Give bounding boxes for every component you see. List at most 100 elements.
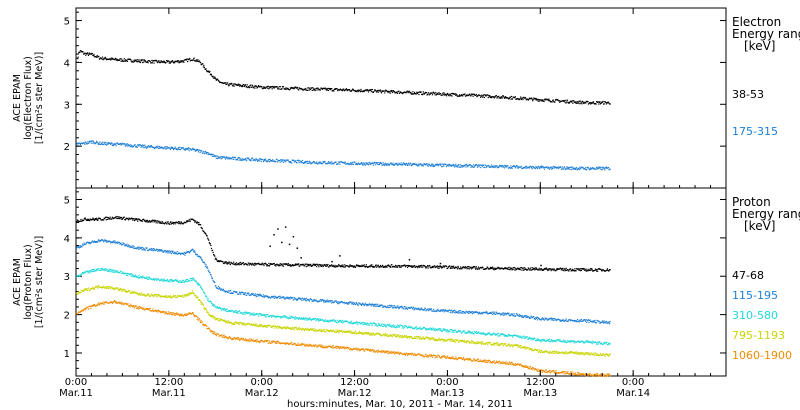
data-point	[136, 145, 138, 147]
data-point	[139, 219, 141, 221]
data-point	[226, 308, 228, 310]
data-point	[304, 297, 306, 300]
data-point	[457, 312, 459, 314]
data-point	[341, 89, 343, 91]
data-point	[290, 87, 292, 90]
data-point	[119, 243, 121, 245]
data-point	[124, 143, 126, 145]
data-point	[486, 166, 488, 168]
data-point	[477, 313, 480, 315]
data-point	[469, 266, 471, 268]
data-point	[339, 163, 341, 165]
data-point	[81, 243, 84, 245]
data-point	[364, 163, 366, 165]
data-point	[169, 221, 171, 224]
data-point	[254, 264, 256, 266]
data-point	[500, 314, 502, 316]
data-point	[227, 84, 229, 86]
data-point	[497, 166, 500, 169]
data-point	[537, 317, 539, 319]
data-point	[283, 296, 285, 298]
series-115-195	[76, 239, 611, 325]
data-point	[171, 280, 173, 283]
data-point	[451, 95, 453, 97]
data-point	[481, 267, 483, 269]
data-point	[171, 60, 174, 62]
data-point	[482, 95, 484, 97]
data-point	[484, 94, 486, 96]
data-point	[162, 60, 164, 62]
data-point	[580, 101, 583, 103]
data-point	[521, 337, 523, 339]
data-point	[225, 157, 227, 159]
data-point	[307, 318, 309, 320]
data-point	[97, 219, 99, 222]
data-point	[138, 246, 140, 248]
data-point	[188, 220, 190, 222]
data-point	[336, 301, 338, 303]
data-point	[92, 217, 94, 219]
data-point	[279, 160, 281, 162]
data-point	[459, 267, 461, 270]
data-point	[255, 263, 257, 266]
data-point	[568, 341, 571, 343]
data-point	[428, 310, 430, 312]
data-point	[318, 161, 320, 163]
data-point	[299, 87, 301, 89]
data-point	[489, 96, 492, 99]
data-point	[490, 164, 493, 166]
data-point	[437, 164, 439, 166]
data-point	[398, 90, 400, 92]
data-point	[125, 274, 128, 276]
data-point	[232, 263, 234, 265]
data-point	[149, 145, 151, 147]
data-point	[528, 317, 531, 320]
data-point	[106, 216, 108, 218]
data-point	[146, 146, 149, 148]
data-point	[563, 166, 565, 169]
data-point	[460, 166, 462, 168]
data-point	[521, 97, 523, 99]
data-point	[294, 264, 296, 266]
data-point	[213, 281, 215, 283]
data-point	[119, 272, 121, 274]
data-point	[111, 216, 113, 218]
data-point	[494, 311, 496, 313]
data-point	[357, 163, 359, 165]
data-point	[164, 146, 166, 148]
data-point	[594, 319, 596, 322]
data-point	[88, 142, 90, 144]
data-point	[189, 220, 191, 222]
data-point	[95, 142, 97, 144]
data-point	[166, 146, 168, 148]
data-point	[553, 319, 555, 322]
data-point	[301, 299, 303, 302]
data-point	[191, 149, 193, 151]
data-point	[418, 165, 420, 167]
data-point	[369, 162, 371, 164]
data-point	[200, 62, 202, 64]
data-point	[570, 341, 572, 343]
data-point	[430, 165, 432, 167]
series-38-53	[76, 50, 611, 105]
data-point	[252, 263, 254, 265]
data-point	[290, 264, 292, 266]
data-point	[449, 267, 451, 270]
data-point	[455, 93, 457, 95]
data-point	[148, 276, 150, 278]
data-point	[178, 148, 180, 150]
data-point	[245, 292, 247, 294]
data-point	[535, 339, 538, 342]
data-point	[137, 246, 139, 248]
data-point	[141, 219, 143, 222]
data-point	[135, 274, 137, 276]
data-point	[371, 324, 373, 326]
data-point	[573, 269, 575, 271]
data-point	[85, 52, 87, 55]
data-point	[499, 96, 501, 98]
data-point	[315, 265, 318, 268]
data-point	[393, 326, 396, 328]
data-point	[242, 262, 245, 264]
data-point	[344, 162, 346, 164]
data-point	[490, 166, 492, 168]
